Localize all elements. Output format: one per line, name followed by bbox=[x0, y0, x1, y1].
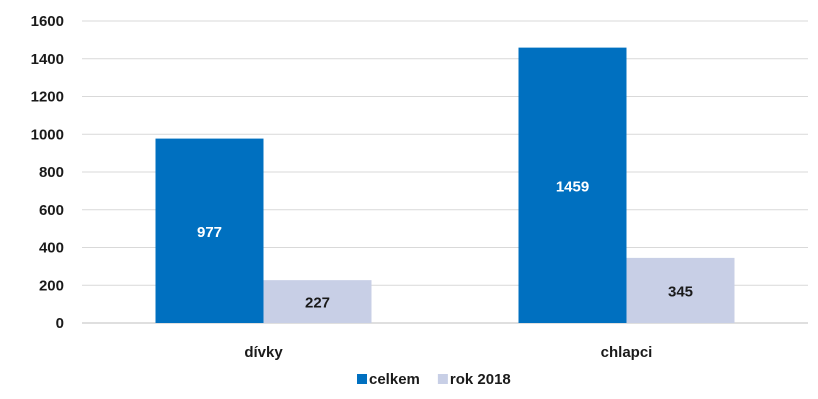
data-label: 1459 bbox=[556, 178, 589, 195]
y-tick-label: 400 bbox=[39, 240, 64, 257]
x-category-label: dívky bbox=[244, 344, 283, 361]
bar bbox=[626, 257, 735, 323]
bars bbox=[155, 47, 735, 324]
bar bbox=[518, 47, 627, 324]
x-category-label: chlapci bbox=[601, 344, 653, 361]
y-tick-label: 1400 bbox=[31, 51, 64, 68]
y-tick-label: 1000 bbox=[31, 126, 64, 143]
data-label: 227 bbox=[305, 295, 330, 312]
y-tick-label: 600 bbox=[39, 202, 64, 219]
x-axis-categories: dívky chlapci bbox=[244, 344, 652, 361]
legend-swatch bbox=[437, 374, 448, 384]
y-axis-ticks: 0 200 400 600 800 1000 1200 1400 1600 bbox=[31, 13, 64, 332]
y-tick-label: 1200 bbox=[31, 89, 64, 106]
legend-swatch bbox=[357, 374, 367, 384]
data-labels: 977 227 1459 345 bbox=[197, 178, 693, 311]
y-tick-label: 0 bbox=[56, 315, 64, 332]
y-tick-label: 800 bbox=[39, 164, 64, 181]
legend-label: rok 2018 bbox=[450, 371, 511, 388]
data-label: 977 bbox=[197, 224, 222, 241]
bar bbox=[263, 280, 372, 323]
bar bbox=[155, 138, 264, 323]
legend-label: celkem bbox=[369, 371, 420, 388]
y-tick-label: 200 bbox=[39, 277, 64, 294]
data-label: 345 bbox=[668, 283, 693, 300]
y-tick-label: 1600 bbox=[31, 13, 64, 30]
legend: celkem rok 2018 bbox=[357, 371, 511, 388]
